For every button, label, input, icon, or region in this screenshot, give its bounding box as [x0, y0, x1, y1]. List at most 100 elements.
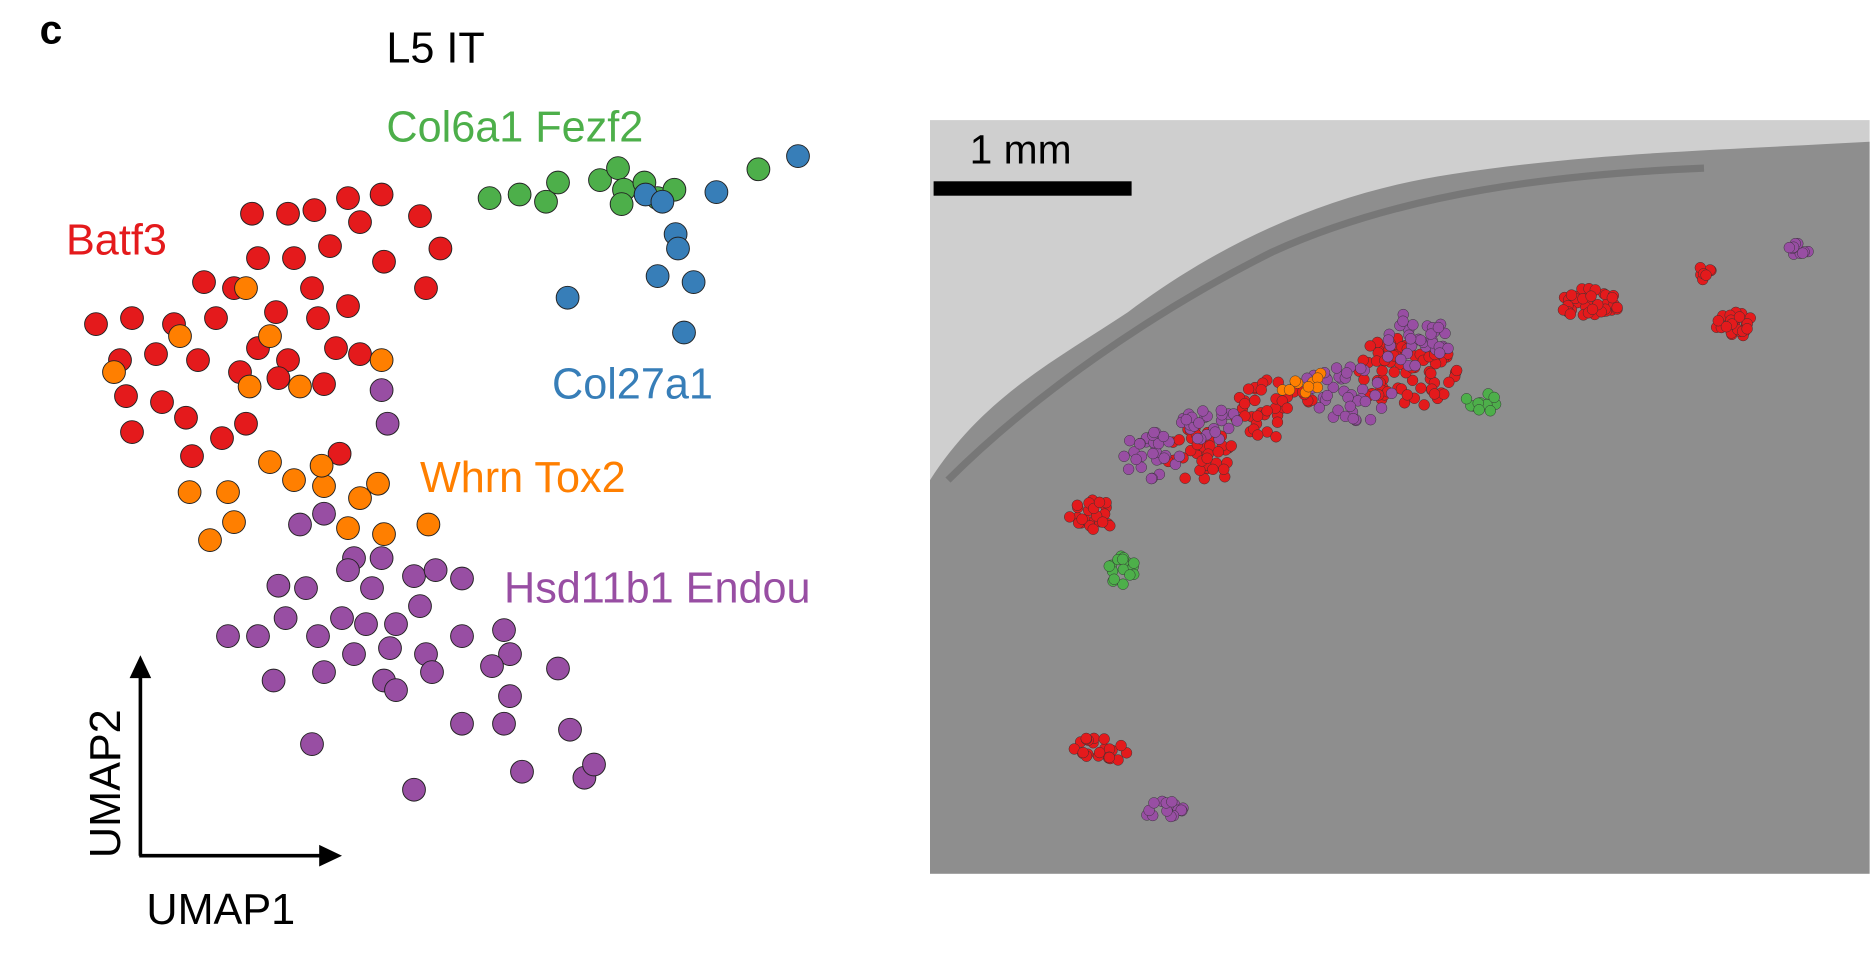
tissue-cell	[1341, 367, 1353, 379]
tissue-cell	[1313, 402, 1325, 414]
point	[246, 246, 270, 270]
point	[84, 312, 108, 336]
point	[120, 306, 144, 330]
point	[510, 759, 534, 784]
tissue-cell	[1347, 413, 1359, 425]
tissue-cell	[1128, 557, 1140, 569]
point	[177, 480, 202, 504]
point	[369, 378, 394, 402]
tissue-cell	[1261, 405, 1273, 417]
tissue-cell	[1797, 247, 1809, 259]
point	[507, 182, 532, 207]
point	[378, 636, 402, 660]
tissue-cell	[1330, 362, 1343, 374]
tissue-cell	[1488, 391, 1500, 404]
legend-label: Batf3	[66, 217, 167, 265]
point	[348, 210, 372, 234]
tissue-cell	[1212, 446, 1224, 458]
tissue-cell	[1364, 414, 1377, 426]
point	[360, 576, 384, 600]
tissue-cell	[1344, 400, 1356, 412]
point	[681, 270, 706, 294]
point	[180, 444, 204, 468]
tissue-cell	[1064, 511, 1076, 523]
tissue-cell	[1409, 359, 1421, 372]
point	[428, 236, 453, 261]
tissue-cell	[1242, 383, 1255, 395]
point	[369, 182, 394, 207]
point	[342, 642, 366, 666]
tissue-cell	[1432, 321, 1445, 334]
point	[498, 642, 522, 666]
point	[492, 618, 516, 642]
scale-bar	[933, 181, 1132, 196]
point	[423, 558, 448, 582]
y-axis-label: UMAP2	[82, 709, 130, 858]
legend-label: Col6a1 Fezf2	[386, 104, 643, 152]
point	[300, 276, 324, 300]
point	[650, 189, 675, 214]
point	[348, 486, 372, 510]
point	[336, 186, 360, 210]
tissue-cell	[1135, 461, 1147, 473]
point	[704, 180, 729, 204]
point	[276, 201, 300, 226]
point	[402, 564, 426, 588]
tissue-cell	[1473, 404, 1485, 416]
point	[546, 656, 570, 681]
tissue-cell	[1586, 303, 1599, 315]
point	[372, 522, 396, 546]
tissue-cell	[1215, 404, 1227, 417]
tissue-cell	[1401, 389, 1413, 401]
point	[582, 752, 606, 777]
point	[384, 678, 408, 702]
point	[174, 405, 198, 430]
tissue-cell	[1096, 516, 1109, 528]
tissue-cell	[1371, 377, 1384, 389]
tissue-cell	[1179, 472, 1191, 484]
point	[240, 201, 264, 226]
point	[237, 374, 262, 399]
tissue-cell	[1395, 353, 1407, 366]
tissue-cell	[1098, 733, 1110, 745]
tissue-cell	[1443, 376, 1455, 388]
tissue-cell	[1585, 290, 1597, 302]
point	[450, 624, 474, 648]
tissue-cell	[1193, 417, 1205, 429]
point	[312, 474, 336, 498]
tissue-cell	[1270, 431, 1282, 443]
point	[330, 606, 354, 630]
tissue-cell	[1484, 405, 1496, 417]
tissue-cell	[1173, 434, 1185, 446]
tissue-cell	[1611, 301, 1623, 314]
tissue-cell	[1327, 381, 1339, 394]
point	[369, 546, 394, 570]
tissue-cell	[1460, 393, 1473, 405]
tissue-cell	[1283, 384, 1296, 396]
tissue-cell	[1712, 315, 1724, 327]
tissue-cell	[1218, 463, 1230, 475]
tissue-cell	[1194, 464, 1206, 476]
tissue-cell	[1406, 374, 1419, 386]
point	[210, 426, 234, 450]
tissue-cell	[1382, 351, 1394, 363]
point	[234, 411, 258, 436]
tissue-cell	[1180, 414, 1192, 426]
tissue-cell	[1251, 410, 1264, 422]
tissue-cell	[1145, 472, 1158, 485]
tissue-cell	[1289, 375, 1301, 387]
point	[216, 480, 240, 504]
tissue-cell	[1388, 366, 1400, 378]
point	[246, 624, 270, 648]
point	[354, 612, 378, 636]
point	[606, 156, 630, 180]
tissue-cell	[1281, 402, 1293, 414]
tissue-cell	[1565, 289, 1578, 301]
tissue-cell	[1192, 432, 1204, 445]
tissue-cell	[1118, 450, 1130, 462]
tissue-image	[930, 120, 1870, 874]
tissue-cell	[1157, 430, 1170, 443]
tissue-cell	[1397, 315, 1409, 327]
tissue-cell	[1201, 452, 1213, 464]
point	[609, 192, 634, 216]
